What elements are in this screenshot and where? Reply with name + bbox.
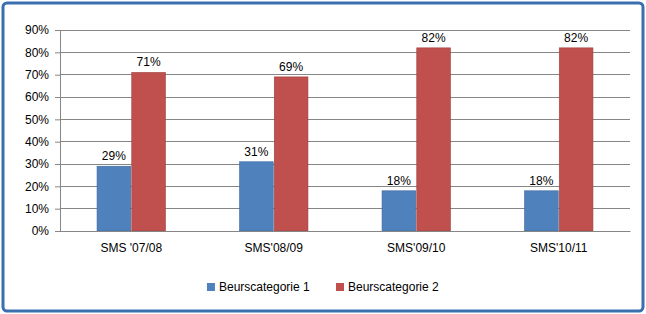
x-tick-label: SMS '07/08 xyxy=(100,241,162,255)
x-tick: SMS'10/11 xyxy=(530,231,588,255)
y-tick-label: 30% xyxy=(25,157,49,171)
frame xyxy=(3,3,643,311)
legend-swatch xyxy=(207,283,215,291)
data-label: 18% xyxy=(387,174,411,188)
y-tick-label: 50% xyxy=(25,113,49,127)
y-tick-mark xyxy=(55,97,60,98)
x-axis-line xyxy=(61,231,631,232)
y-tick-label: 70% xyxy=(25,68,49,82)
y-tick: 70% xyxy=(25,68,60,82)
y-tick: 30% xyxy=(25,157,60,171)
legend-label: Beurscategorie 2 xyxy=(348,280,439,294)
legend: Beurscategorie 1 Beurscategorie 2 xyxy=(207,280,439,294)
bar xyxy=(274,77,308,231)
y-tick: 50% xyxy=(25,113,60,127)
y-tick: 10% xyxy=(25,202,60,216)
bar xyxy=(97,166,131,231)
y-tick-mark xyxy=(55,164,60,165)
chart: 0%10%20%30%40%50%60%70%80%90%SMS '07/08S… xyxy=(0,0,646,314)
y-tick-mark xyxy=(55,142,60,143)
y-tick-mark xyxy=(55,119,60,120)
bar-series xyxy=(97,162,558,231)
legend-item: Beurscategorie 1 xyxy=(207,280,310,294)
bar xyxy=(525,191,559,231)
data-label: 71% xyxy=(137,55,161,69)
y-tick-mark xyxy=(55,231,60,232)
bar xyxy=(240,162,274,231)
data-label: 18% xyxy=(529,174,553,188)
x-tick: SMS'08/09 xyxy=(245,231,304,255)
data-label: 82% xyxy=(564,31,588,45)
y-tick-mark xyxy=(55,52,60,53)
y-tick: 60% xyxy=(25,90,60,104)
y-tick-mark xyxy=(55,209,60,210)
bar xyxy=(382,191,416,231)
y-tick-label: 40% xyxy=(25,135,49,149)
x-tick: SMS'09/10 xyxy=(387,231,446,255)
y-tick-mark xyxy=(55,186,60,187)
y-tick-label: 20% xyxy=(25,180,49,194)
y-tick-label: 60% xyxy=(25,90,49,104)
bars xyxy=(97,48,593,231)
y-tick-mark xyxy=(55,75,60,76)
legend-label: Beurscategorie 1 xyxy=(219,280,310,294)
y-axis-line xyxy=(55,31,61,232)
data-label: 69% xyxy=(279,60,303,74)
y-tick-label: 90% xyxy=(25,23,49,37)
bar-series xyxy=(132,48,593,231)
bar xyxy=(417,48,451,231)
bar xyxy=(559,48,593,231)
y-tick: 80% xyxy=(25,46,60,60)
y-tick-label: 80% xyxy=(25,46,49,60)
grid xyxy=(60,30,630,231)
plot: 0%10%20%30%40%50%60%70%80%90%SMS '07/08S… xyxy=(25,23,631,254)
y-tick-label: 10% xyxy=(25,202,49,216)
x-tick-label: SMS'10/11 xyxy=(530,241,588,255)
y-tick: 20% xyxy=(25,180,60,194)
x-tick: SMS '07/08 xyxy=(100,231,162,255)
data-label: 31% xyxy=(244,145,268,159)
x-tick-label: SMS'09/10 xyxy=(387,241,446,255)
legend-swatch xyxy=(336,283,344,291)
data-label: 82% xyxy=(422,31,446,45)
y-tick: 0% xyxy=(32,224,60,238)
y-tick: 90% xyxy=(25,23,60,37)
y-axis: 0% 10% 20% 30% 40% 50% 60% 70% 80% 90% xyxy=(25,23,61,238)
y-tick: 40% xyxy=(25,135,60,149)
x-tick-label: SMS'08/09 xyxy=(245,241,304,255)
grid-line xyxy=(60,52,630,53)
data-label: 29% xyxy=(102,149,126,163)
y-tick-mark xyxy=(55,30,60,31)
grid-line xyxy=(60,30,630,31)
legend-item: Beurscategorie 2 xyxy=(336,280,439,294)
y-tick-label: 0% xyxy=(32,224,50,238)
bar xyxy=(132,72,166,231)
x-axis: SMS '07/08 SMS'08/09 SMS'09/10 SMS'10/11 xyxy=(61,231,631,255)
data-labels: 29% 31% 18% 18% 71% 69% 82% 82% xyxy=(102,31,589,188)
